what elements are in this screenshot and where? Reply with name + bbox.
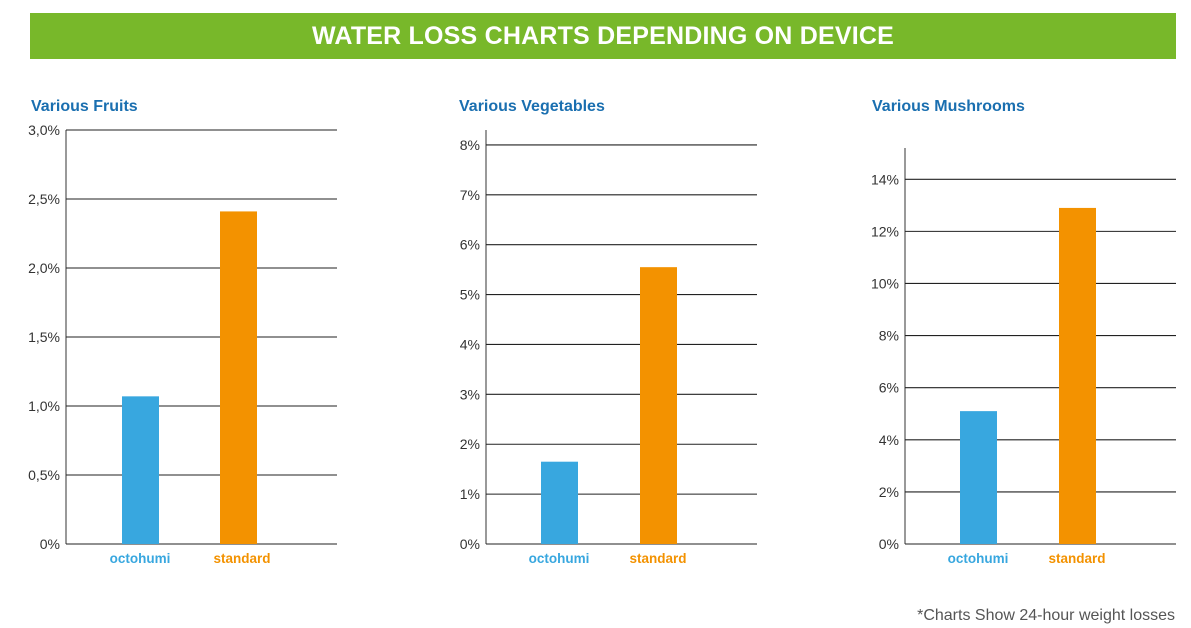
category-label-standard: standard [213, 551, 270, 566]
y-tick-label: 3,0% [28, 122, 60, 138]
y-tick-label: 2% [879, 484, 899, 500]
y-tick-label: 0% [460, 536, 480, 552]
bar-standard [1059, 207, 1096, 544]
y-tick-label: 8% [460, 137, 480, 153]
y-tick-label: 6% [879, 380, 899, 396]
y-tick-label: 6% [460, 237, 480, 253]
y-tick-label: 4% [879, 432, 899, 448]
category-label-octohumi: octohumi [948, 551, 1009, 566]
footnote: *Charts Show 24-hour weight losses [917, 607, 1175, 624]
bar-octohumi [541, 461, 578, 544]
bar-octohumi [122, 396, 159, 544]
bar-standard [640, 267, 677, 544]
chart-title-mushrooms: Various Mushrooms [872, 98, 1025, 115]
y-tick-label: 5% [460, 287, 480, 303]
y-tick-label: 2,5% [28, 191, 60, 207]
y-tick-label: 2,0% [28, 260, 60, 276]
y-tick-label: 1% [460, 486, 480, 502]
bar-standard [220, 211, 257, 545]
bar-octohumi [960, 411, 997, 544]
y-tick-label: 0,5% [28, 467, 60, 483]
y-tick-label: 10% [871, 275, 899, 291]
y-tick-label: 0% [879, 536, 899, 552]
y-tick-label: 1,5% [28, 329, 60, 345]
y-tick-label: 8% [879, 328, 899, 344]
category-label-octohumi: octohumi [529, 551, 590, 566]
y-tick-label: 12% [871, 223, 899, 239]
category-label-standard: standard [1048, 551, 1105, 566]
y-tick-label: 3% [460, 386, 480, 402]
chart-title-fruits: Various Fruits [31, 98, 138, 115]
y-tick-label: 0% [40, 536, 60, 552]
chart-title-vegetables: Various Vegetables [459, 98, 605, 115]
y-tick-label: 2% [460, 436, 480, 452]
y-tick-label: 7% [460, 187, 480, 203]
page-title: WATER LOSS CHARTS DEPENDING ON DEVICE [312, 21, 894, 50]
category-label-standard: standard [629, 551, 686, 566]
category-label-octohumi: octohumi [110, 551, 171, 566]
y-tick-label: 1,0% [28, 398, 60, 414]
y-tick-label: 14% [871, 171, 899, 187]
title-banner: WATER LOSS CHARTS DEPENDING ON DEVICE [30, 13, 1176, 59]
y-tick-label: 4% [460, 336, 480, 352]
